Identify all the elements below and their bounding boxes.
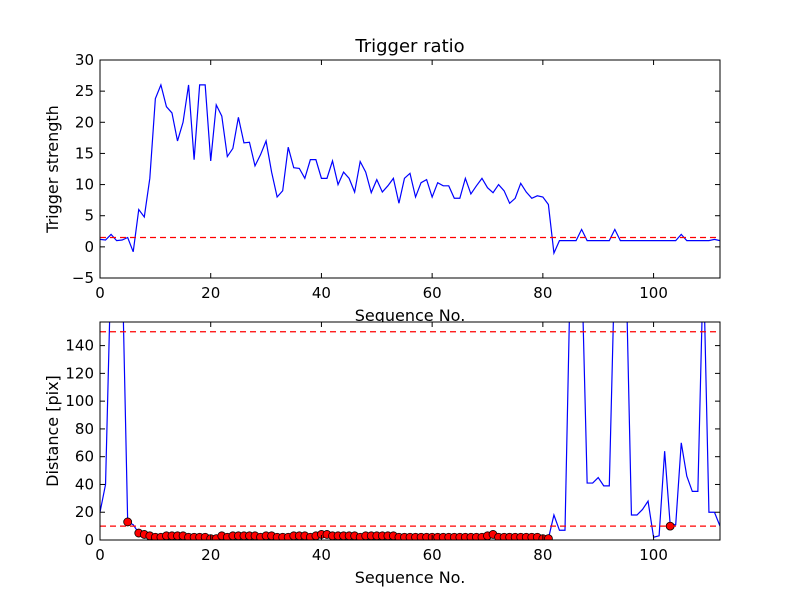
y-axis-label: Distance [pix] [43, 375, 62, 487]
distance-panel-background [100, 322, 720, 540]
y-tick-label: −5 [72, 269, 94, 287]
y-tick-label: 60 [75, 448, 94, 466]
y-tick-label: 25 [75, 82, 94, 100]
distance-panel: 0 20 40 60 80 100 0 20 40 60 80 100 120 140 Sequence N… [43, 321, 721, 587]
x-tick-label: 100 [639, 284, 668, 302]
axes-frame [99, 59, 721, 279]
x-tick-label: 0 [95, 546, 105, 564]
x-tick-label: 60 [423, 546, 442, 564]
x-axis-label: Sequence No. [355, 306, 466, 325]
y-tick-label: 30 [75, 51, 94, 69]
data-line [100, 82, 720, 256]
y-tick-label: 100 [65, 392, 94, 410]
y-tick-label: 15 [75, 144, 94, 162]
x-tick-label: 80 [533, 284, 552, 302]
y-tick-label: 5 [84, 207, 94, 225]
y-tick-label: 20 [75, 503, 94, 521]
y-tick-label: 40 [75, 475, 94, 493]
data-point [123, 517, 133, 527]
x-tick-label: 80 [533, 546, 552, 564]
x-tick-label: 100 [639, 546, 668, 564]
data-point [543, 534, 553, 540]
y-tick-label: 20 [75, 113, 94, 131]
x-tick-label: 20 [201, 284, 220, 302]
x-axis-label: Sequence No. [355, 568, 466, 587]
y-tick-label: 10 [75, 176, 94, 194]
x-tick-label: 20 [201, 546, 220, 564]
x-tick-label: 60 [423, 284, 442, 302]
y-tick-label: 0 [84, 238, 94, 256]
x-tick-label: 40 [312, 284, 331, 302]
plot-area [100, 322, 720, 540]
x-tick-label: 40 [312, 546, 331, 564]
y-tick-label: 0 [84, 531, 94, 549]
plot-area [100, 82, 720, 256]
chart-title: Trigger ratio [354, 36, 464, 57]
axes-frame [99, 321, 721, 541]
x-tick-label: 0 [95, 284, 105, 302]
y-tick-label: 80 [75, 420, 94, 438]
y-axis-label: Trigger strength [43, 105, 62, 234]
y-tick-label: 120 [65, 364, 94, 382]
y-tick-label: 140 [65, 337, 94, 355]
